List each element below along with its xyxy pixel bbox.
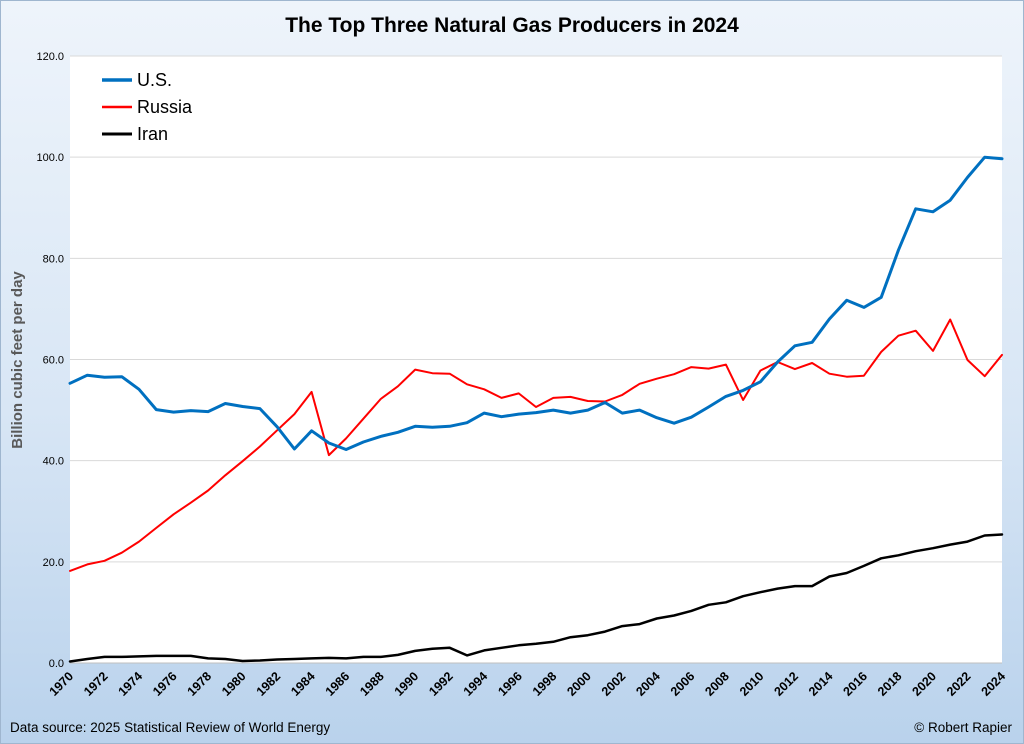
x-tick-label: 2008 — [702, 669, 732, 699]
x-tick-label: 2010 — [737, 669, 767, 699]
y-tick-label: 60.0 — [43, 355, 64, 367]
x-tick-label: 2012 — [771, 669, 801, 699]
x-tick-label: 1990 — [392, 669, 422, 699]
series-line-iran — [68, 533, 1004, 663]
x-tick-label: 1974 — [116, 669, 146, 699]
y-tick-label: 40.0 — [43, 456, 64, 468]
x-tick-label: 2006 — [668, 669, 698, 699]
copyright-credit: © Robert Rapier — [914, 720, 1012, 735]
x-tick-label: 2014 — [806, 669, 836, 699]
legend-label-russia: Russia — [137, 97, 193, 117]
chart-title: The Top Three Natural Gas Producers in 2… — [285, 14, 739, 37]
x-tick-label: 1980 — [219, 669, 249, 699]
legend-label-us: U.S. — [137, 70, 172, 90]
y-axis-label: Billion cubic feet per day — [9, 271, 26, 449]
x-tick-label: 1970 — [47, 669, 77, 699]
x-tick-label: 2022 — [944, 669, 974, 699]
x-tick-label: 2020 — [910, 669, 940, 699]
x-tick-label: 2018 — [875, 669, 905, 699]
x-tick-label: 1976 — [150, 669, 180, 699]
x-tick-label: 1982 — [254, 669, 284, 699]
x-tick-label: 2016 — [840, 669, 870, 699]
x-tick-label: 1986 — [323, 669, 353, 699]
x-tick-label: 2000 — [564, 669, 594, 699]
x-tick-label: 1972 — [81, 669, 111, 699]
y-tick-label: 0.0 — [49, 658, 64, 670]
x-tick-label: 1992 — [426, 669, 456, 699]
y-tick-label: 100.0 — [36, 152, 64, 164]
y-tick-label: 20.0 — [43, 557, 64, 569]
x-tick-label: 2004 — [633, 669, 663, 699]
series-line-us — [68, 155, 1004, 451]
x-tick-label: 1984 — [288, 669, 318, 699]
series-line-russia — [69, 318, 1003, 572]
x-tick-label: 2002 — [599, 669, 629, 699]
x-tick-label: 1988 — [357, 669, 387, 699]
data-source-note: Data source: 2025 Statistical Review of … — [10, 720, 331, 735]
x-tick-label: 1978 — [185, 669, 215, 699]
y-tick-label: 80.0 — [43, 253, 64, 265]
legend-label-iran: Iran — [137, 124, 168, 144]
x-tick-label: 1996 — [495, 669, 525, 699]
x-tick-label: 1998 — [530, 669, 560, 699]
x-tick-label: 1994 — [461, 669, 491, 699]
y-tick-label: 120.0 — [36, 51, 64, 63]
x-tick-label: 2024 — [979, 669, 1009, 699]
